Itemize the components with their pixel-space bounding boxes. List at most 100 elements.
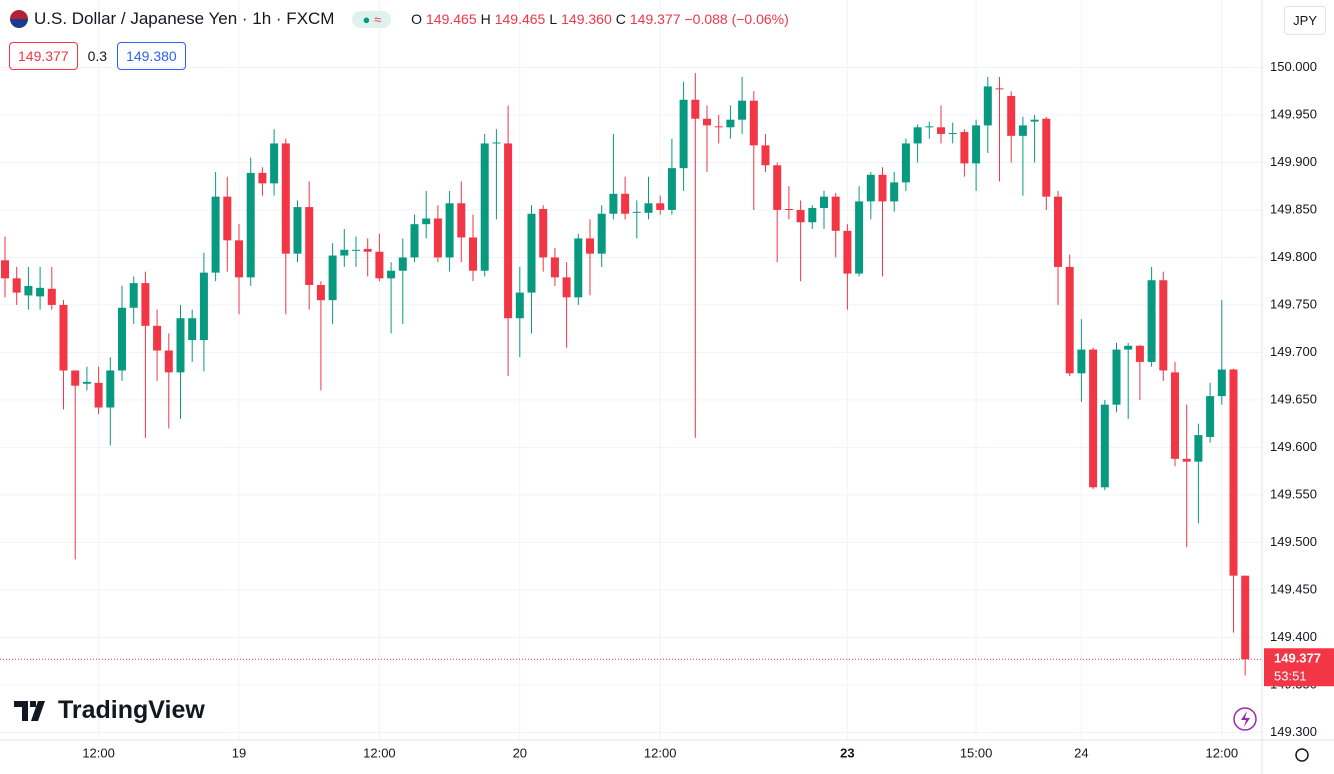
candle-body xyxy=(808,208,817,223)
y-tick-label: 149.900 xyxy=(1270,154,1317,169)
candle-body xyxy=(164,350,173,373)
candle-body xyxy=(47,288,56,305)
candle-body xyxy=(246,172,255,278)
y-tick-label: 149.850 xyxy=(1270,201,1317,216)
candle-body xyxy=(913,127,922,144)
grid xyxy=(0,0,1262,740)
y-tick-label: 149.750 xyxy=(1270,296,1317,311)
y-tick-label: 149.800 xyxy=(1270,249,1317,264)
flash-icon[interactable] xyxy=(1233,707,1257,731)
candle-body xyxy=(550,257,559,278)
x-tick-label: 12:00 xyxy=(1206,745,1239,760)
candle-body xyxy=(1159,280,1168,371)
candle-body xyxy=(855,201,864,274)
y-tick-label: 149.450 xyxy=(1270,581,1317,596)
change: −0.088 (−0.06%) xyxy=(684,11,789,27)
candle-body xyxy=(12,278,21,293)
y-tick-label: 149.550 xyxy=(1270,486,1317,501)
spread: 0.3 xyxy=(87,48,108,64)
y-tick-label: 149.600 xyxy=(1270,439,1317,454)
candle-body xyxy=(118,307,126,371)
ask-button[interactable]: 149.380 xyxy=(117,42,186,70)
candle-body xyxy=(1030,119,1039,122)
candle-body xyxy=(1171,372,1179,459)
brand: TradingView xyxy=(58,696,205,724)
header: U.S. Dollar / Japanese Yen · 1h · FXCM ●… xyxy=(10,9,789,29)
candle-body xyxy=(948,132,957,134)
candle-body xyxy=(352,249,360,251)
candle-body xyxy=(597,213,606,254)
candle-body xyxy=(1182,458,1191,462)
candle-body xyxy=(1054,196,1062,267)
candle-body xyxy=(94,382,103,408)
x-tick-label: 15:00 xyxy=(960,745,993,760)
candle-body xyxy=(621,193,630,214)
candle-body xyxy=(1147,280,1156,362)
candle-body xyxy=(270,143,279,184)
candle-body xyxy=(574,238,583,298)
symbol-title[interactable]: U.S. Dollar / Japanese Yen · 1h · FXCM xyxy=(34,9,335,28)
candle-body xyxy=(890,182,899,202)
candle-body xyxy=(714,126,723,128)
candle-body xyxy=(1089,349,1098,488)
candle-body xyxy=(24,285,33,296)
candle-body xyxy=(562,277,571,298)
candle-body xyxy=(281,143,290,254)
candle-body xyxy=(738,100,747,120)
candle-body xyxy=(188,318,197,341)
flag-icon xyxy=(10,10,28,28)
candle-body xyxy=(211,196,220,273)
candle-body xyxy=(1,260,9,279)
candle-body xyxy=(375,251,384,279)
candle-body xyxy=(1100,404,1109,488)
candle-body xyxy=(492,142,501,144)
candle-body xyxy=(293,207,302,254)
candle-body xyxy=(983,86,992,126)
candle-body xyxy=(82,381,91,384)
candle-body xyxy=(36,287,45,297)
candle-body xyxy=(316,284,325,301)
candle-body xyxy=(1194,435,1203,462)
ohlc-label: H xyxy=(480,11,491,27)
candles xyxy=(1,73,1250,676)
candle-body xyxy=(866,174,875,202)
bid-button[interactable]: 149.377 xyxy=(9,42,78,70)
candle-body xyxy=(141,283,150,326)
flash-icon-bolt xyxy=(1241,711,1250,727)
currency-button[interactable]: JPY xyxy=(1284,6,1326,35)
candle-body xyxy=(469,237,477,271)
candle-body xyxy=(1217,369,1226,397)
candle-body xyxy=(1042,118,1051,197)
candle-body xyxy=(258,172,267,184)
candle-body xyxy=(960,132,969,164)
candle-body xyxy=(656,203,665,210)
candle-body xyxy=(843,230,852,274)
candle-body xyxy=(726,119,735,128)
last-price-label: 149.377 xyxy=(1274,651,1321,666)
x-tick-label: 24 xyxy=(1074,745,1088,760)
quote-badges: 149.377 0.3 149.380 xyxy=(9,42,186,70)
y-tick-label: 149.950 xyxy=(1270,106,1317,121)
y-tick-label: 149.650 xyxy=(1270,391,1317,406)
candle-body xyxy=(1229,369,1238,576)
candle-body xyxy=(340,249,349,256)
candle-body xyxy=(235,240,243,278)
settings-icon[interactable] xyxy=(1295,748,1309,762)
candle-body xyxy=(1206,396,1215,437)
y-tick-label: 149.300 xyxy=(1270,724,1317,739)
candle-body xyxy=(153,325,162,351)
logo: TradingView xyxy=(14,696,205,725)
candle-body xyxy=(691,99,700,119)
candle-body xyxy=(632,211,641,213)
candle-body xyxy=(1065,266,1074,374)
status-badge[interactable]: ● ≈ xyxy=(352,10,392,28)
candle-body xyxy=(761,145,770,166)
x-tick-label: 12:00 xyxy=(644,745,677,760)
candle-body xyxy=(1112,349,1121,405)
candle-body xyxy=(878,174,887,202)
candle-body xyxy=(901,143,910,183)
y-tick-label: 149.400 xyxy=(1270,629,1317,644)
x-tick-label: 23 xyxy=(840,745,854,760)
axes: 149.300149.350149.400149.450149.500149.5… xyxy=(82,59,1317,761)
ohlc-value: 149.465 xyxy=(494,11,546,27)
